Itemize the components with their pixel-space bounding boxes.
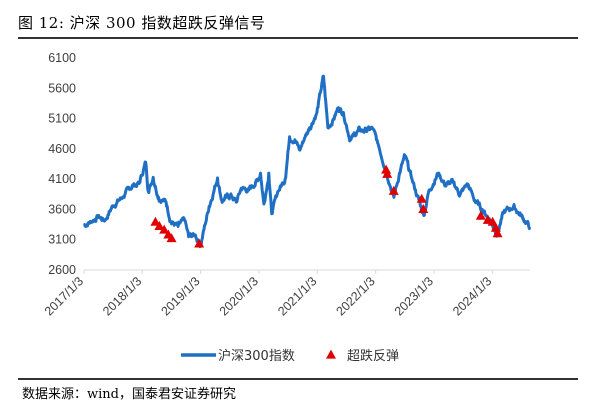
legend-marker-swatch bbox=[326, 349, 336, 359]
rebound-marker bbox=[490, 222, 501, 232]
y-axis: 6100 5600 5100 4600 4100 3600 3100 2600 bbox=[48, 51, 76, 277]
rebound-marker bbox=[166, 233, 177, 243]
rebound-marker bbox=[416, 193, 427, 203]
rebound-marker bbox=[194, 238, 205, 248]
y-tick-label: 4600 bbox=[48, 142, 76, 156]
x-axis-tickmarks bbox=[83, 270, 493, 274]
rebound-marker bbox=[150, 216, 161, 226]
x-axis: 2017/1/3 2018/1/3 2019/1/3 2020/1/3 2021/1/3… bbox=[42, 274, 495, 318]
rebound-marker bbox=[475, 210, 486, 220]
y-tick-label: 3600 bbox=[48, 202, 76, 216]
x-tick-label: 2024/1/3 bbox=[450, 274, 494, 318]
legend: 沪深300指数 超跌反弹 bbox=[181, 348, 399, 364]
rebound-marker bbox=[418, 204, 429, 214]
y-tick-label: 6100 bbox=[48, 51, 76, 65]
index-series-line bbox=[82, 74, 532, 249]
x-tick-label: 2019/1/3 bbox=[158, 274, 202, 318]
source-rule bbox=[18, 378, 578, 380]
x-tick-label: 2020/1/3 bbox=[217, 274, 261, 318]
legend-line-label: 沪深300指数 bbox=[218, 348, 295, 364]
x-tick-label: 2023/1/3 bbox=[392, 274, 436, 318]
rebound-marker bbox=[154, 220, 165, 230]
title-rule bbox=[18, 37, 578, 39]
legend-marker-label: 超跌反弹 bbox=[347, 348, 399, 364]
y-tick-label: 5600 bbox=[48, 81, 76, 95]
rebound-markers bbox=[150, 164, 503, 248]
y-tick-label: 2600 bbox=[48, 263, 76, 277]
source-note: 数据来源：wind，国泰君安证券研究 bbox=[22, 387, 236, 402]
x-tick-label: 2021/1/3 bbox=[275, 274, 319, 318]
x-tick-label: 2018/1/3 bbox=[100, 274, 144, 318]
y-tick-label: 4100 bbox=[48, 172, 76, 186]
rebound-marker bbox=[492, 228, 503, 238]
y-tick-label: 5100 bbox=[48, 112, 76, 126]
x-tick-label: 2022/1/3 bbox=[333, 274, 377, 318]
rebound-marker bbox=[159, 224, 170, 234]
rebound-marker bbox=[382, 168, 393, 178]
y-tick-label: 3100 bbox=[48, 233, 76, 247]
figure-title: 图 12: 沪深 300 指数超跌反弹信号 bbox=[18, 14, 266, 32]
rebound-marker bbox=[487, 216, 498, 226]
x-tick-label: 2017/1/3 bbox=[42, 274, 86, 318]
rebound-marker bbox=[388, 185, 399, 195]
